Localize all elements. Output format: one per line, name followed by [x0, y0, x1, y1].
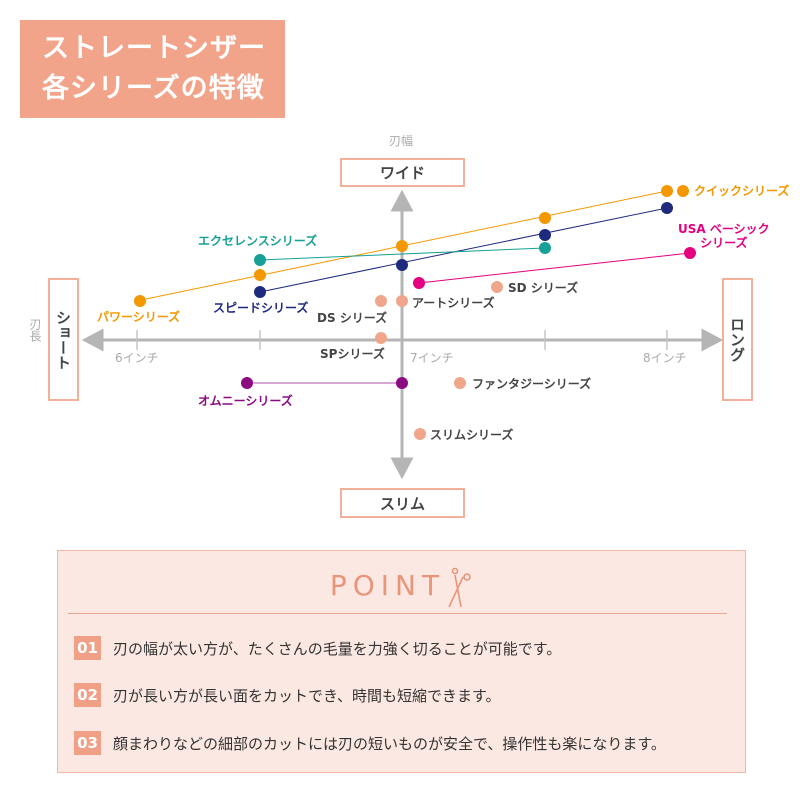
- point-panel: POINT 01 刃の幅が太い方が、たくさんの毛量を力強く切ることが可能です。 …: [57, 550, 746, 773]
- dot-speed: [254, 286, 266, 298]
- point-item: 02 刃が長い方が長い面をカットでき、時間も短縮できます。: [74, 683, 500, 707]
- dot-sd: [491, 281, 503, 293]
- label-slim-series: スリムシリーズ: [430, 428, 514, 442]
- tick-label-7: 7インチ: [410, 351, 454, 365]
- tick-label-8: 8インチ: [643, 351, 687, 365]
- line-usa: [418, 252, 691, 284]
- point-title-text: POINT: [329, 569, 446, 602]
- label-speed: スピードシリーズ: [213, 301, 309, 315]
- dot-ds: [375, 295, 387, 307]
- dot-speed: [539, 229, 551, 241]
- point-item: 03 顔まわりなどの細部のカットには刃の短いものが安全で、操作性も楽になります。: [74, 731, 666, 755]
- dot-usa: [413, 277, 425, 289]
- dot-speed: [396, 259, 408, 271]
- item-number: 01: [74, 636, 101, 660]
- arrow-right-icon: [701, 328, 724, 352]
- point-item: 01 刃の幅が太い方が、たくさんの毛量を力強く切ることが可能です。: [74, 636, 561, 660]
- scissors-icon: [448, 567, 471, 608]
- point-title: POINT: [58, 565, 745, 609]
- axis-name-length: 刃長: [28, 318, 42, 342]
- dot-excellence: [254, 254, 266, 266]
- tick-label-6: 6インチ: [115, 351, 159, 365]
- dot-excellence: [539, 242, 551, 254]
- dot-art: [396, 295, 408, 307]
- label-sd: SD シリーズ: [508, 281, 579, 295]
- divider: [68, 613, 727, 614]
- label-long: ロング: [722, 278, 753, 401]
- dot-orange: [661, 185, 673, 197]
- dot-speed: [661, 202, 673, 214]
- line-speed: [259, 207, 668, 293]
- dot-sp: [375, 332, 387, 344]
- dot-power: [134, 295, 146, 307]
- arrow-up-icon: [390, 189, 414, 212]
- label-slim: スリム: [340, 488, 465, 518]
- label-usa: USA ベーシック シリーズ: [678, 222, 770, 250]
- label-fantasy: ファンタジーシリーズ: [472, 377, 592, 391]
- label-usa-line2: シリーズ: [700, 236, 748, 250]
- dot-fantasy: [454, 377, 466, 389]
- title-line-1: ストレートシザー: [42, 33, 266, 64]
- item-text: 刃が長い方が長い面をカットでき、時間も短縮できます。: [113, 686, 501, 705]
- label-power: パワーシリーズ: [97, 310, 181, 324]
- axis-name-width: 刃幅: [389, 134, 414, 148]
- positioning-map: [81, 185, 724, 480]
- label-quick: クイックシリーズ: [694, 184, 790, 198]
- item-number: 02: [74, 683, 101, 707]
- label-sp: SPシリーズ: [320, 347, 385, 361]
- dot-orange: [539, 212, 551, 224]
- dot-orange: [396, 240, 408, 252]
- dot-omni: [396, 377, 408, 389]
- label-wide: ワイド: [340, 158, 465, 187]
- line-excellence: [259, 247, 546, 261]
- label-usa-line1: USA ベーシック: [678, 222, 770, 236]
- dot-quick: [677, 185, 689, 197]
- dot-usa: [684, 247, 696, 259]
- arrow-down-icon: [390, 457, 414, 480]
- item-text: 刃の幅が太い方が、たくさんの毛量を力強く切ることが可能です。: [113, 639, 562, 658]
- item-text: 顔まわりなどの細部のカットには刃の短いものが安全で、操作性も楽になります。: [113, 734, 666, 753]
- label-omni: オムニーシリーズ: [198, 394, 293, 408]
- dot-omni: [241, 377, 253, 389]
- label-excellence: エクセレンスシリーズ: [198, 234, 318, 248]
- label-ds: DS シリーズ: [317, 311, 388, 325]
- item-number: 03: [74, 731, 101, 755]
- title-line-2: 各シリーズの特徴: [42, 73, 265, 104]
- label-art: アートシリーズ: [412, 296, 495, 310]
- arrow-left-icon: [81, 328, 104, 352]
- page-title: ストレートシザー 各シリーズの特徴: [20, 20, 285, 118]
- dot-orange: [254, 269, 266, 281]
- label-short: ショート: [48, 278, 79, 401]
- dot-slim: [414, 428, 426, 440]
